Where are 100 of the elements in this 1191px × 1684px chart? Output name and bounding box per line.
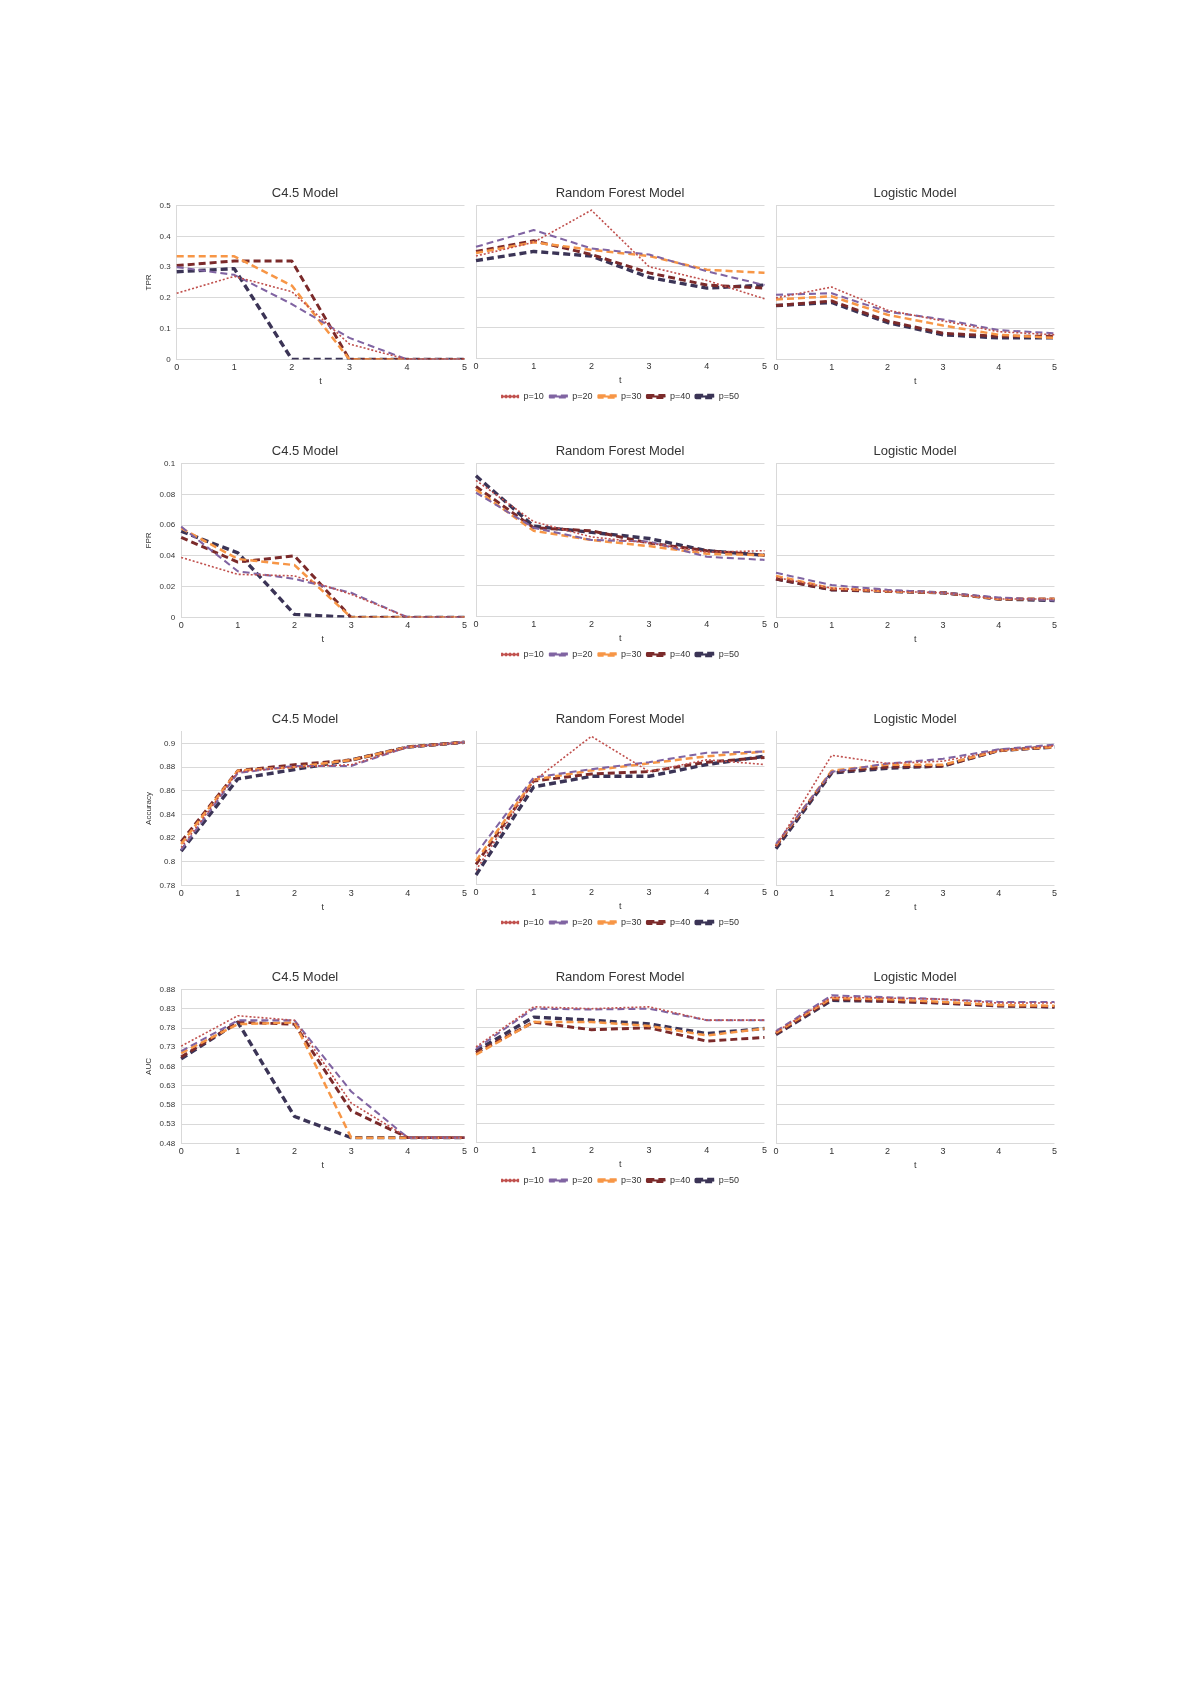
legend-label: p=40 <box>669 648 691 659</box>
legend-label: p=40 <box>669 916 691 927</box>
x-tick-label: 3 <box>646 1145 652 1156</box>
legend-label: p=40 <box>669 390 691 401</box>
x-axis-title: t <box>321 1160 325 1171</box>
legend-label: p=10 <box>523 1174 544 1185</box>
y-tick-label: 0.08 <box>159 489 176 499</box>
x-tick-label: 3 <box>348 888 354 899</box>
x-tick-label: 2 <box>588 1145 594 1156</box>
x-tick-label: 5 <box>461 362 468 373</box>
legend-label: p=50 <box>718 390 739 401</box>
x-tick-label: 5 <box>761 1145 768 1156</box>
x-tick-label: 4 <box>996 362 1002 373</box>
y-tick-label: 0.9 <box>164 738 176 748</box>
chart-title: C4.5 Model <box>271 969 339 985</box>
x-tick-label: 3 <box>646 361 652 372</box>
x-axis-title: t <box>319 376 323 387</box>
chart-title: Random Forest Model <box>555 443 685 459</box>
x-tick-label: 1 <box>531 619 537 630</box>
x-tick-label: 3 <box>646 619 652 630</box>
y-tick-label: 0.58 <box>159 1100 176 1110</box>
x-tick-label: 0 <box>473 361 479 372</box>
legend-label: p=50 <box>718 648 739 659</box>
chart-title: Logistic Model <box>873 969 957 985</box>
x-tick-label: 2 <box>291 620 298 631</box>
x-axis-title: t <box>618 375 622 386</box>
x-tick-label: 5 <box>1051 362 1058 373</box>
x-tick-label: 4 <box>996 620 1002 631</box>
chart-title: Logistic Model <box>873 711 957 727</box>
x-tick-label: 1 <box>235 620 241 631</box>
y-tick-label: 0.88 <box>159 984 176 994</box>
x-axis-title: t <box>618 1159 622 1170</box>
y-tick-label: 0 <box>170 612 176 622</box>
chart-title: Random Forest Model <box>555 185 685 201</box>
y-axis-title: FPR <box>144 532 153 549</box>
y-tick-label: 0.86 <box>159 785 176 795</box>
x-tick-label: 3 <box>940 1146 946 1157</box>
x-tick-label: 2 <box>884 1146 890 1157</box>
x-tick-label: 0 <box>773 1146 779 1157</box>
y-axis-title: TPR <box>144 274 153 291</box>
x-tick-label: 3 <box>346 362 352 373</box>
x-tick-label: 1 <box>231 362 237 373</box>
x-tick-label: 5 <box>1051 1146 1058 1157</box>
chart-title: Logistic Model <box>873 185 957 201</box>
x-tick-label: 3 <box>940 362 946 373</box>
x-tick-label: 5 <box>1051 620 1058 631</box>
x-tick-label: 0 <box>773 620 779 631</box>
x-tick-label: 0 <box>178 888 184 899</box>
x-tick-label: 4 <box>704 619 710 630</box>
legend-label: p=30 <box>621 1174 642 1185</box>
legend-label: p=10 <box>523 390 544 401</box>
x-tick-label: 0 <box>473 887 479 898</box>
x-tick-label: 2 <box>588 887 594 898</box>
x-tick-label: 5 <box>1051 888 1058 899</box>
x-tick-label: 4 <box>996 888 1002 899</box>
y-tick-label: 0.8 <box>164 856 176 866</box>
x-tick-label: 3 <box>646 887 652 898</box>
x-tick-label: 5 <box>761 887 768 898</box>
chart-title: C4.5 Model <box>271 185 339 201</box>
x-tick-label: 1 <box>829 620 835 631</box>
y-axis-title: Accuracy <box>144 792 153 825</box>
x-tick-label: 3 <box>348 620 354 631</box>
x-tick-label: 2 <box>291 888 298 899</box>
x-tick-label: 5 <box>761 619 768 630</box>
x-tick-label: 1 <box>829 362 835 373</box>
y-tick-label: 0.48 <box>159 1138 176 1148</box>
x-tick-label: 5 <box>461 1146 468 1157</box>
y-tick-label: 0.84 <box>159 809 176 819</box>
chart-title: C4.5 Model <box>271 443 339 459</box>
x-axis-title: t <box>913 902 917 913</box>
y-tick-label: 0.63 <box>159 1080 176 1090</box>
y-tick-label: 0.02 <box>159 581 176 591</box>
x-tick-label: 1 <box>829 888 835 899</box>
x-axis-title: t <box>321 634 325 645</box>
x-tick-label: 4 <box>404 362 410 373</box>
legend-label: p=30 <box>621 916 642 927</box>
x-tick-label: 5 <box>461 620 468 631</box>
chart-title: Random Forest Model <box>555 711 685 727</box>
legend-label: p=30 <box>621 648 642 659</box>
x-tick-label: 1 <box>235 1146 241 1157</box>
y-tick-label: 0.4 <box>159 231 172 241</box>
chart-title: C4.5 Model <box>271 711 339 727</box>
y-tick-label: 0.78 <box>159 1023 176 1033</box>
x-tick-label: 3 <box>940 888 946 899</box>
x-tick-label: 2 <box>588 619 594 630</box>
y-tick-label: 0.3 <box>159 262 172 272</box>
x-tick-label: 4 <box>704 361 710 372</box>
y-tick-label: 0.68 <box>159 1061 176 1071</box>
x-tick-label: 4 <box>405 888 411 899</box>
chart-title: Random Forest Model <box>555 969 685 985</box>
x-tick-label: 5 <box>761 361 768 372</box>
x-tick-label: 2 <box>289 362 295 373</box>
legend-label: p=20 <box>572 390 593 401</box>
x-tick-label: 0 <box>473 1145 479 1156</box>
x-tick-label: 1 <box>829 1146 835 1157</box>
y-tick-label: 0.2 <box>159 293 172 303</box>
legend-label: p=10 <box>523 648 544 659</box>
x-axis-title: t <box>913 1160 917 1171</box>
x-tick-label: 3 <box>940 620 946 631</box>
x-tick-label: 0 <box>473 619 479 630</box>
